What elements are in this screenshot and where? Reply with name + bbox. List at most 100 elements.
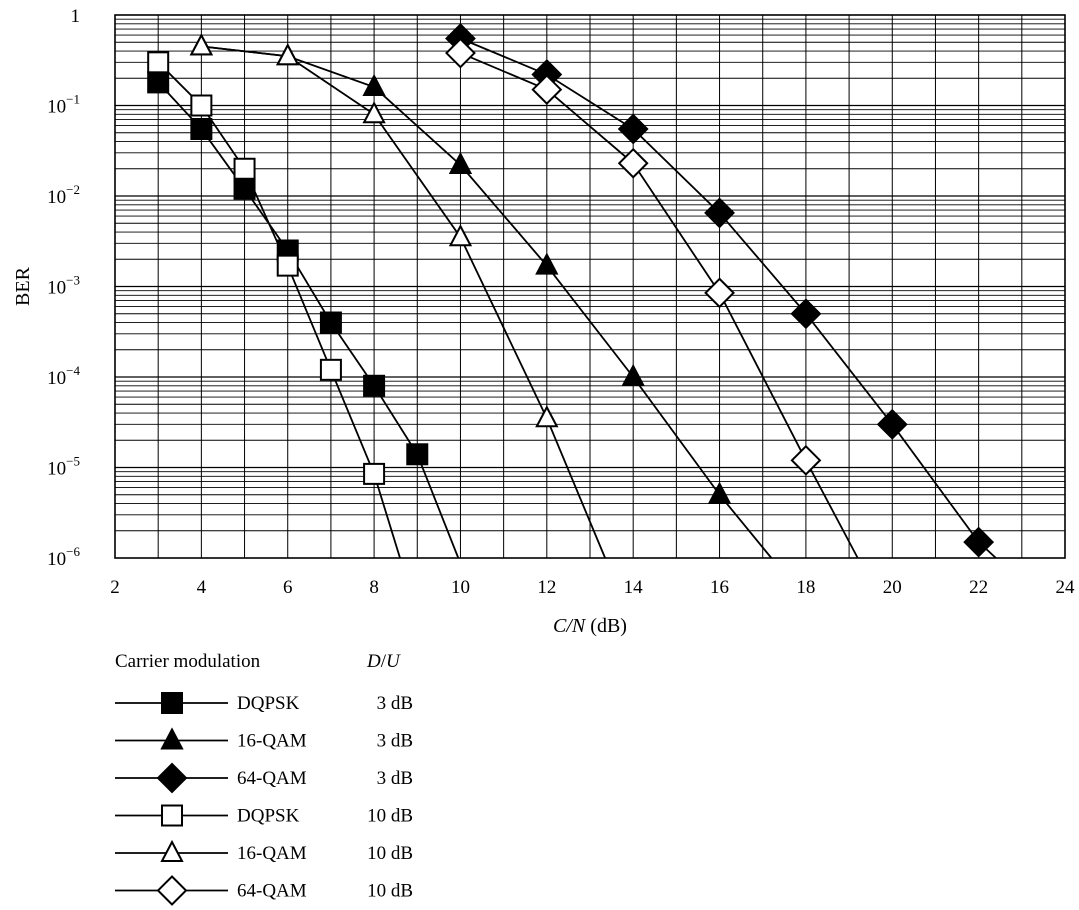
data-point-triangle xyxy=(535,405,559,428)
legend-series-name: DQPSK xyxy=(237,806,300,827)
y-tick-exponent: −6 xyxy=(66,544,80,559)
data-point-diamond xyxy=(704,197,735,229)
legend-row: DQPSK 3 dB xyxy=(115,692,413,714)
series-group xyxy=(147,23,997,559)
x-tick-label: 8 xyxy=(369,577,379,598)
data-point-triangle xyxy=(448,151,473,175)
series-line xyxy=(157,81,460,559)
legend-series-du: 3 dB xyxy=(377,693,413,714)
data-point-square xyxy=(233,177,256,200)
x-axis-title-unit: (dB) xyxy=(585,615,627,637)
y-tick-base: 1 xyxy=(71,6,81,27)
legend-marker-square xyxy=(161,804,183,827)
grid-lines xyxy=(115,15,1065,558)
x-tick-label: 12 xyxy=(537,577,556,598)
data-point-triangle xyxy=(707,481,732,504)
legend-row: DQPSK 10 dB xyxy=(115,804,413,827)
legend-series-du: 10 dB xyxy=(367,806,413,827)
legend: Carrier modulation D/U DQPSK 3 dB 16-QAM 3 … xyxy=(115,651,413,906)
data-point-triangle xyxy=(535,252,559,275)
legend-series-name: 16-QAM xyxy=(237,731,307,752)
data-point-diamond xyxy=(617,113,649,145)
data-point-diamond xyxy=(790,298,822,330)
series-line xyxy=(460,52,859,559)
plot-frame xyxy=(114,14,1066,559)
data-point-diamond xyxy=(445,37,476,69)
x-tick-label: 14 xyxy=(624,577,644,598)
data-point-square xyxy=(363,462,386,485)
legend-series-name: 64-QAM xyxy=(237,768,307,789)
y-tick-label: 10−6 xyxy=(47,544,80,570)
series-dqpsk-10db xyxy=(147,51,401,559)
data-point-diamond xyxy=(876,408,908,440)
data-point-triangle xyxy=(189,33,214,56)
y-tick-base: 10 xyxy=(47,278,66,299)
series-line xyxy=(201,45,773,559)
data-point-square xyxy=(319,358,342,381)
legend-marker-square xyxy=(161,692,183,714)
legend-row: 64-QAM 3 dB xyxy=(115,762,413,794)
series-64-qam-10db xyxy=(445,37,859,559)
data-point-square xyxy=(190,94,213,117)
data-point-square xyxy=(276,254,299,277)
x-tick-label: 6 xyxy=(283,577,293,598)
legend-header-du: D/U xyxy=(366,651,401,672)
x-tick-label: 2 xyxy=(110,577,120,598)
x-tick-labels: 2 4 6 8 10 12 14 16 18 20 22 24 xyxy=(110,577,1075,598)
y-tick-exponent: −1 xyxy=(66,92,80,107)
x-axis-title-italic: C/N xyxy=(553,615,587,637)
data-point-square xyxy=(363,374,386,397)
data-point-triangle xyxy=(276,43,300,66)
data-point-diamond xyxy=(963,526,995,558)
series-dqpsk-3db xyxy=(147,71,460,559)
data-point-square xyxy=(190,117,213,140)
y-tick-exponent: −5 xyxy=(66,454,80,469)
legend-series-du: 10 dB xyxy=(367,881,413,902)
x-tick-label: 4 xyxy=(197,577,207,598)
y-tick-base: 10 xyxy=(47,549,66,570)
data-point-diamond xyxy=(790,444,822,476)
legend-header-modulation: Carrier modulation xyxy=(115,651,261,672)
series-line xyxy=(460,37,997,559)
legend-row: 64-QAM 10 dB xyxy=(115,875,413,906)
data-point-square xyxy=(147,51,170,74)
legend-series-name: 16-QAM xyxy=(237,843,307,864)
data-point-triangle xyxy=(362,73,386,97)
legend-series-du: 3 dB xyxy=(377,731,413,752)
legend-row: 16-QAM 10 dB xyxy=(115,839,413,864)
data-point-square xyxy=(319,311,342,334)
legend-series-du: 3 dB xyxy=(377,768,413,789)
data-point-diamond xyxy=(617,147,649,179)
legend-marker-diamond xyxy=(156,875,188,906)
y-tick-labels: 110−110−210−310−410−510−6 xyxy=(47,6,80,570)
legend-series-du: 10 dB xyxy=(367,843,413,864)
y-tick-base: 10 xyxy=(47,97,66,118)
y-tick-exponent: −2 xyxy=(66,182,80,197)
x-axis-title: C/N (dB) xyxy=(553,615,627,637)
data-point-square xyxy=(233,157,256,180)
x-tick-label: 24 xyxy=(1056,577,1076,598)
data-point-diamond xyxy=(531,74,563,105)
x-tick-label: 18 xyxy=(796,577,815,598)
x-tick-label: 16 xyxy=(710,577,729,598)
y-tick-label: 10−3 xyxy=(47,273,80,299)
series-16-qam-3db xyxy=(189,33,773,559)
legend-series-name: 64-QAM xyxy=(237,881,307,902)
data-point-triangle xyxy=(448,224,473,247)
y-tick-label: 10−5 xyxy=(47,454,80,480)
x-tick-label: 22 xyxy=(969,577,988,598)
y-tick-exponent: −4 xyxy=(66,363,80,378)
y-tick-base: 10 xyxy=(47,459,66,480)
y-tick-label: 1 xyxy=(71,6,81,27)
y-tick-base: 10 xyxy=(47,368,66,389)
x-tick-label: 10 xyxy=(451,577,470,598)
legend-marker-diamond xyxy=(156,762,188,794)
y-tick-exponent: −3 xyxy=(66,273,80,288)
legend-series-name: DQPSK xyxy=(237,693,300,714)
legend-header-du-u: U xyxy=(386,651,401,672)
legend-header-du-d: D xyxy=(366,651,381,672)
series-line xyxy=(201,45,606,559)
legend-marker-triangle xyxy=(160,839,184,862)
